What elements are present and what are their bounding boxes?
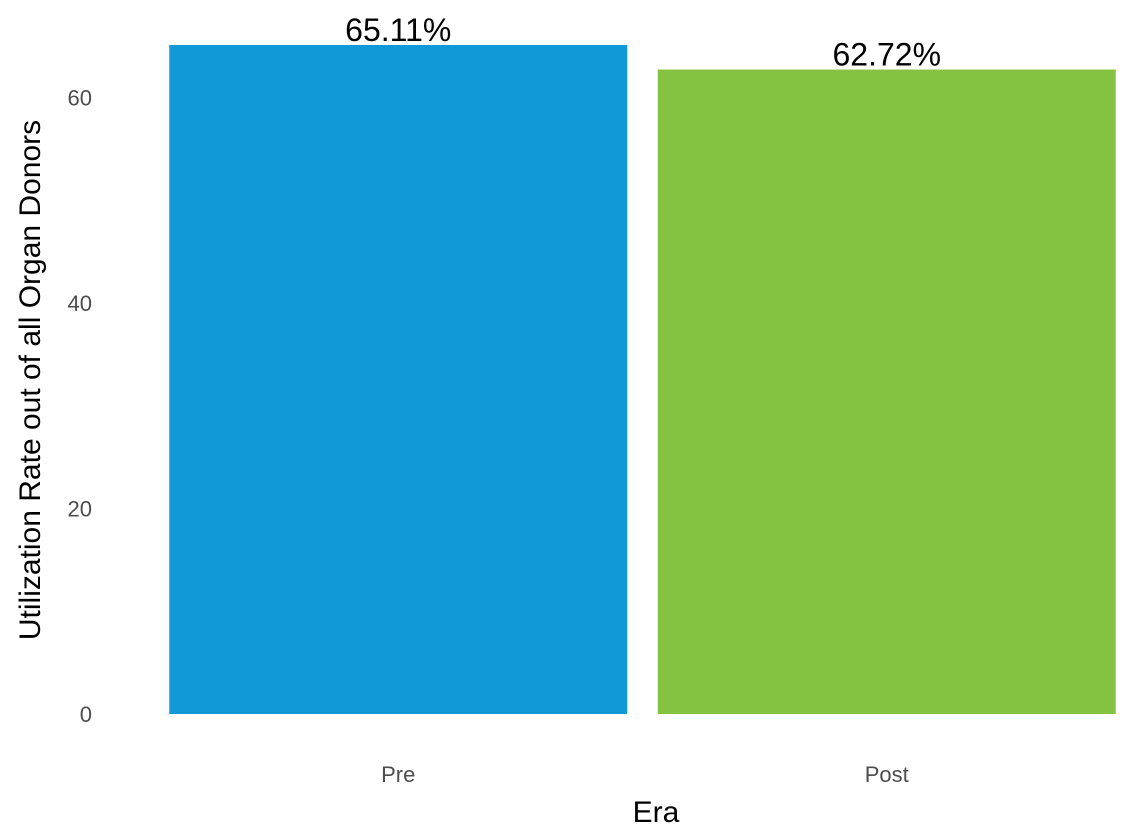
data-labels: 65.11% 62.72% [345, 12, 941, 73]
bar-value-label: 62.72% [832, 37, 941, 73]
y-axis-ticks: 0 20 40 60 [68, 86, 92, 727]
bar-post [657, 69, 1116, 714]
y-tick-label: 40 [68, 291, 92, 316]
bar-value-label: 65.11% [345, 12, 451, 48]
bar-pre [169, 45, 628, 714]
y-tick-label: 60 [68, 86, 92, 111]
y-axis-title: Utilization Rate out of all Organ Donors [14, 120, 47, 640]
y-tick-label: 20 [68, 497, 92, 522]
x-axis-title: Era [633, 796, 680, 829]
bars [169, 45, 1116, 714]
y-tick-label: 0 [80, 702, 92, 727]
x-axis-ticks: Pre Post [381, 762, 909, 787]
x-tick-label: Pre [381, 762, 415, 787]
x-tick-label: Post [865, 762, 909, 787]
